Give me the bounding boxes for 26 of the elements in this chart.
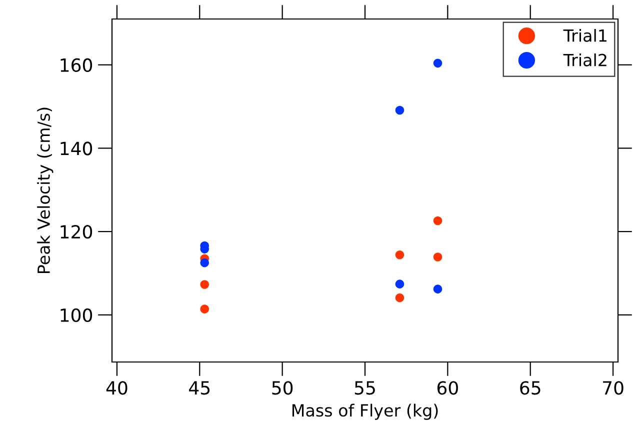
point <box>200 258 209 268</box>
y-tick-label: 100 <box>60 308 92 322</box>
point <box>395 106 404 115</box>
y-tick-label: 140 <box>60 142 92 156</box>
x-tick-label: 65 <box>520 381 540 395</box>
point <box>433 252 442 262</box>
point <box>433 216 442 226</box>
x-tick-label: 40 <box>106 381 128 395</box>
y-tick-label: 120 <box>60 225 92 239</box>
point <box>395 250 404 260</box>
y-axis-title: Peak Velocity (cm/s) <box>37 108 54 273</box>
x-tick-label: 45 <box>189 381 210 395</box>
x-tick-label: 50 <box>272 381 293 395</box>
x-tick-label: 60 <box>437 381 458 395</box>
y-tick-label: 160 <box>60 58 92 72</box>
point <box>395 293 404 302</box>
legend-label: Trial1 <box>563 29 606 42</box>
point <box>433 284 442 294</box>
x-tick-label: 55 <box>354 381 375 395</box>
legend-label: Trial2 <box>563 53 606 66</box>
x-axis-title: Mass of Flyer (kg) <box>292 404 438 420</box>
point <box>395 280 404 288</box>
point <box>433 58 442 68</box>
point <box>200 280 209 289</box>
x-tick-label: 70 <box>603 381 624 395</box>
point <box>200 304 209 314</box>
